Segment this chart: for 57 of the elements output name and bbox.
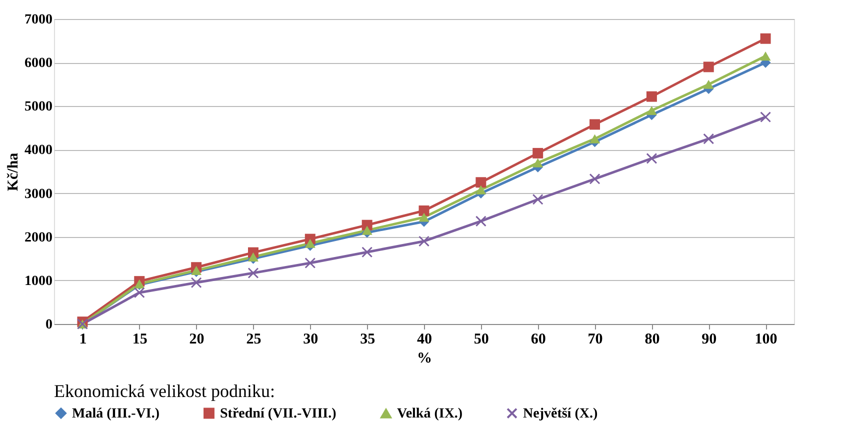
y-tick-label: 2000 [24,230,52,246]
point [760,51,771,61]
y-tick-label: 7000 [24,12,52,28]
point [646,152,658,164]
x-tick-label: 1 [79,332,87,348]
x-tick-label: 60 [530,332,546,348]
x-tick-label: 25 [246,332,262,348]
x-tick-label: 100 [754,332,778,348]
point [646,106,657,116]
y-tick-label: 3000 [24,186,52,202]
point [703,62,714,72]
x-tick-label: 15 [132,332,148,348]
point [760,112,772,123]
legend-label: Největší (X.) [523,406,598,422]
point [590,119,600,130]
point [418,236,430,247]
point [590,134,600,144]
point [248,268,259,279]
x-tick-label: 50 [474,332,489,348]
point [304,258,316,268]
point [589,173,600,184]
x-tick-label: 35 [360,332,376,348]
legend-label: Střední (VII.-VIII.) [220,406,337,422]
y-tick-label: 6000 [24,56,52,72]
point [134,287,145,298]
x-tick-label: 70 [588,332,603,348]
point [532,158,544,168]
legend-label: Malá (III.-VI.) [72,406,160,422]
point [362,246,373,258]
point [532,194,544,205]
point [703,80,714,89]
point [646,91,657,102]
point [304,238,316,248]
x-tick-label: 30 [303,332,318,348]
point [476,177,486,188]
point [532,148,544,158]
point [760,33,771,44]
y-tick-label: 4000 [24,143,52,158]
point [475,216,486,227]
y-tick-label: 0 [46,318,52,332]
x-tick-label: 80 [644,332,660,348]
point [362,226,372,235]
point [190,277,202,288]
y-tick-label: 5000 [24,100,52,115]
legend-label: Velká (IX.) [397,406,463,422]
point [703,133,714,144]
point [248,252,258,262]
x-tick-label: 90 [702,332,717,348]
x-tick-label: 40 [417,332,432,348]
y-axis-title: Kč/ha [6,152,22,192]
point [418,212,430,222]
x-axis-title: % [417,350,432,366]
legend-title: Ekonomická velikost podniku: [54,381,275,401]
point [476,185,486,194]
y-tick-label: 1000 [24,274,52,289]
x-tick-label: 20 [189,332,204,348]
point [418,205,430,216]
